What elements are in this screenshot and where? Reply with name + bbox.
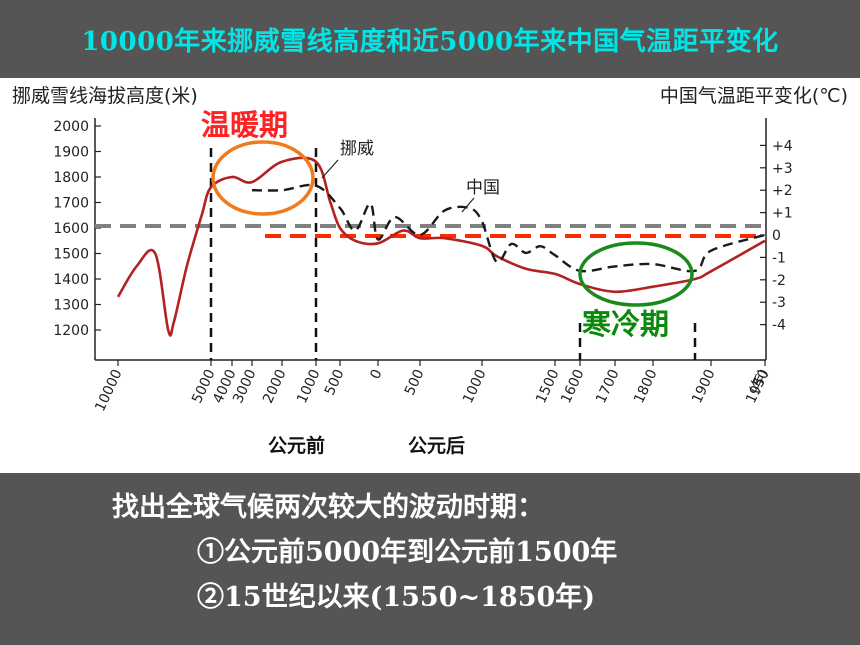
y-left-tick-label: 1200 (53, 323, 89, 339)
y-left-axis-label: 挪威雪线海拔高度(米) (12, 85, 198, 107)
y-left-tick-label: 1900 (53, 145, 89, 161)
era-label-bc: 公元前 (268, 434, 325, 457)
y-right-tick-label: +3 (772, 161, 793, 177)
x-tick-label: 1000 (294, 367, 324, 406)
question-block: 找出全球气候两次较大的波动时期： ①公元前5000年到公元前1500年 ②15世… (0, 473, 860, 645)
warm-period-ellipse (211, 140, 315, 216)
y-left-tick-label: 1500 (53, 247, 89, 263)
norway-series-label: 挪威 (340, 139, 374, 159)
y-right-tick-label: +1 (772, 206, 793, 222)
chart-panel: 挪威雪线海拔高度(米) 中国气温距平变化(℃) 1200 1300 1400 1500 16… (0, 78, 860, 473)
y-right-tick-label: +4 (772, 138, 793, 154)
x-tick-label: 1600 (558, 367, 588, 406)
x-tick-label: 2000 (260, 367, 290, 406)
cold-period-ellipse (578, 241, 694, 307)
slide-title: 10000年来挪威雪线高度和近5000年来中国气温距平变化 (81, 26, 779, 57)
y-right-tick-label: -4 (772, 318, 786, 334)
y-left-tick-label: 1300 (53, 298, 89, 314)
x-tick-label: 0 (367, 367, 385, 382)
y-left-tick-label: 1600 (53, 221, 89, 237)
x-tick-label: 1700 (593, 367, 623, 406)
y-right-axis-label: 中国气温距平变化(℃) (660, 85, 848, 107)
y-left-tick-label: 1700 (53, 196, 89, 212)
y-right-tick-label: -2 (772, 273, 786, 289)
answer-2: ②15世纪以来(1550~1850年) (197, 582, 596, 613)
series-china-line (251, 183, 766, 273)
x-tick-label: 500 (402, 367, 428, 398)
era-label-ad: 公元后 (408, 435, 465, 457)
x-unit-label: (年) (747, 367, 772, 396)
series-norway-line (116, 156, 766, 337)
y-left-tick-label: 2000 (53, 119, 89, 135)
x-tick-label: 1900 (689, 367, 719, 406)
china-label-leader (461, 197, 475, 213)
y-left-tick-label: 1800 (53, 170, 89, 186)
cold-period-label: 寒冷期 (582, 307, 669, 341)
y-right-tick-label: -3 (772, 295, 786, 311)
y-right-tick-label: +2 (772, 183, 793, 199)
norway-label-leader (321, 159, 339, 179)
answer-1: ①公元前5000年到公元前1500年 (197, 537, 618, 568)
x-tick-label: 1800 (631, 367, 661, 406)
china-series-label: 中国 (466, 178, 500, 198)
question-text: 找出全球气候两次较大的波动时期： (112, 492, 544, 523)
warm-period-label: 温暖期 (201, 108, 288, 142)
climate-chart: 挪威雪线海拔高度(米) 中国气温距平变化(℃) 1200 1300 1400 1500 16… (12, 85, 848, 457)
x-tick-label: 10000 (92, 367, 125, 414)
x-tick-label: 1000 (460, 367, 490, 406)
x-tick-label: 500 (322, 367, 348, 398)
y-left-tick-label: 1400 (53, 272, 89, 288)
y-right-tick-label: -1 (772, 250, 786, 266)
y-right-tick-label: 0 (772, 228, 781, 244)
